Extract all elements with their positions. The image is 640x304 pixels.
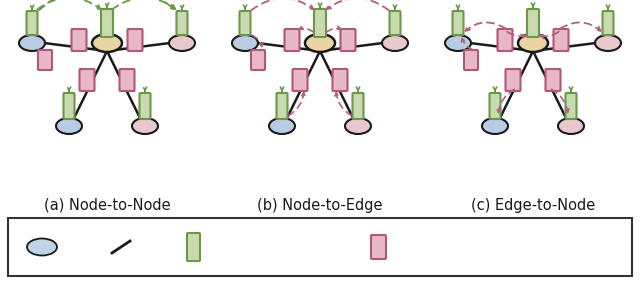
FancyBboxPatch shape: [101, 9, 113, 37]
FancyBboxPatch shape: [333, 69, 348, 91]
Text: (b) Node-to-Edge: (b) Node-to-Edge: [257, 198, 383, 213]
FancyBboxPatch shape: [292, 69, 307, 91]
Ellipse shape: [305, 34, 335, 52]
FancyBboxPatch shape: [127, 29, 143, 51]
Text: Edge: Edge: [135, 240, 168, 254]
FancyBboxPatch shape: [527, 9, 539, 37]
FancyBboxPatch shape: [239, 11, 250, 35]
FancyBboxPatch shape: [452, 11, 463, 35]
FancyBboxPatch shape: [120, 69, 134, 91]
FancyBboxPatch shape: [177, 11, 188, 35]
FancyBboxPatch shape: [63, 93, 74, 119]
Text: Node: Node: [62, 240, 97, 254]
Ellipse shape: [232, 35, 258, 51]
FancyBboxPatch shape: [79, 69, 95, 91]
Ellipse shape: [269, 118, 295, 134]
Text: (c) Edge-to-Node: (c) Edge-to-Node: [471, 198, 595, 213]
Ellipse shape: [382, 35, 408, 51]
Ellipse shape: [169, 35, 195, 51]
Ellipse shape: [345, 118, 371, 134]
FancyBboxPatch shape: [371, 235, 386, 259]
Ellipse shape: [445, 35, 471, 51]
FancyBboxPatch shape: [506, 69, 520, 91]
FancyBboxPatch shape: [554, 29, 568, 51]
FancyBboxPatch shape: [464, 50, 478, 70]
Ellipse shape: [595, 35, 621, 51]
Text: Edge Embedding: Edge Embedding: [391, 240, 504, 254]
FancyBboxPatch shape: [187, 233, 200, 261]
Ellipse shape: [19, 35, 45, 51]
Ellipse shape: [92, 34, 122, 52]
FancyBboxPatch shape: [251, 50, 265, 70]
Ellipse shape: [56, 118, 82, 134]
Ellipse shape: [482, 118, 508, 134]
FancyBboxPatch shape: [26, 11, 38, 35]
FancyBboxPatch shape: [602, 11, 614, 35]
Ellipse shape: [558, 118, 584, 134]
FancyBboxPatch shape: [490, 93, 500, 119]
FancyBboxPatch shape: [497, 29, 513, 51]
FancyBboxPatch shape: [340, 29, 355, 51]
Text: Node Embedding: Node Embedding: [205, 240, 319, 254]
Ellipse shape: [518, 34, 548, 52]
FancyBboxPatch shape: [38, 50, 52, 70]
FancyBboxPatch shape: [285, 29, 300, 51]
FancyBboxPatch shape: [390, 11, 401, 35]
FancyBboxPatch shape: [276, 93, 287, 119]
FancyBboxPatch shape: [353, 93, 364, 119]
FancyBboxPatch shape: [314, 9, 326, 37]
FancyBboxPatch shape: [545, 69, 561, 91]
FancyBboxPatch shape: [140, 93, 150, 119]
Ellipse shape: [132, 118, 158, 134]
FancyBboxPatch shape: [72, 29, 86, 51]
FancyBboxPatch shape: [8, 218, 632, 276]
Text: (a) Node-to-Node: (a) Node-to-Node: [44, 198, 170, 213]
FancyBboxPatch shape: [566, 93, 577, 119]
Ellipse shape: [27, 239, 57, 255]
